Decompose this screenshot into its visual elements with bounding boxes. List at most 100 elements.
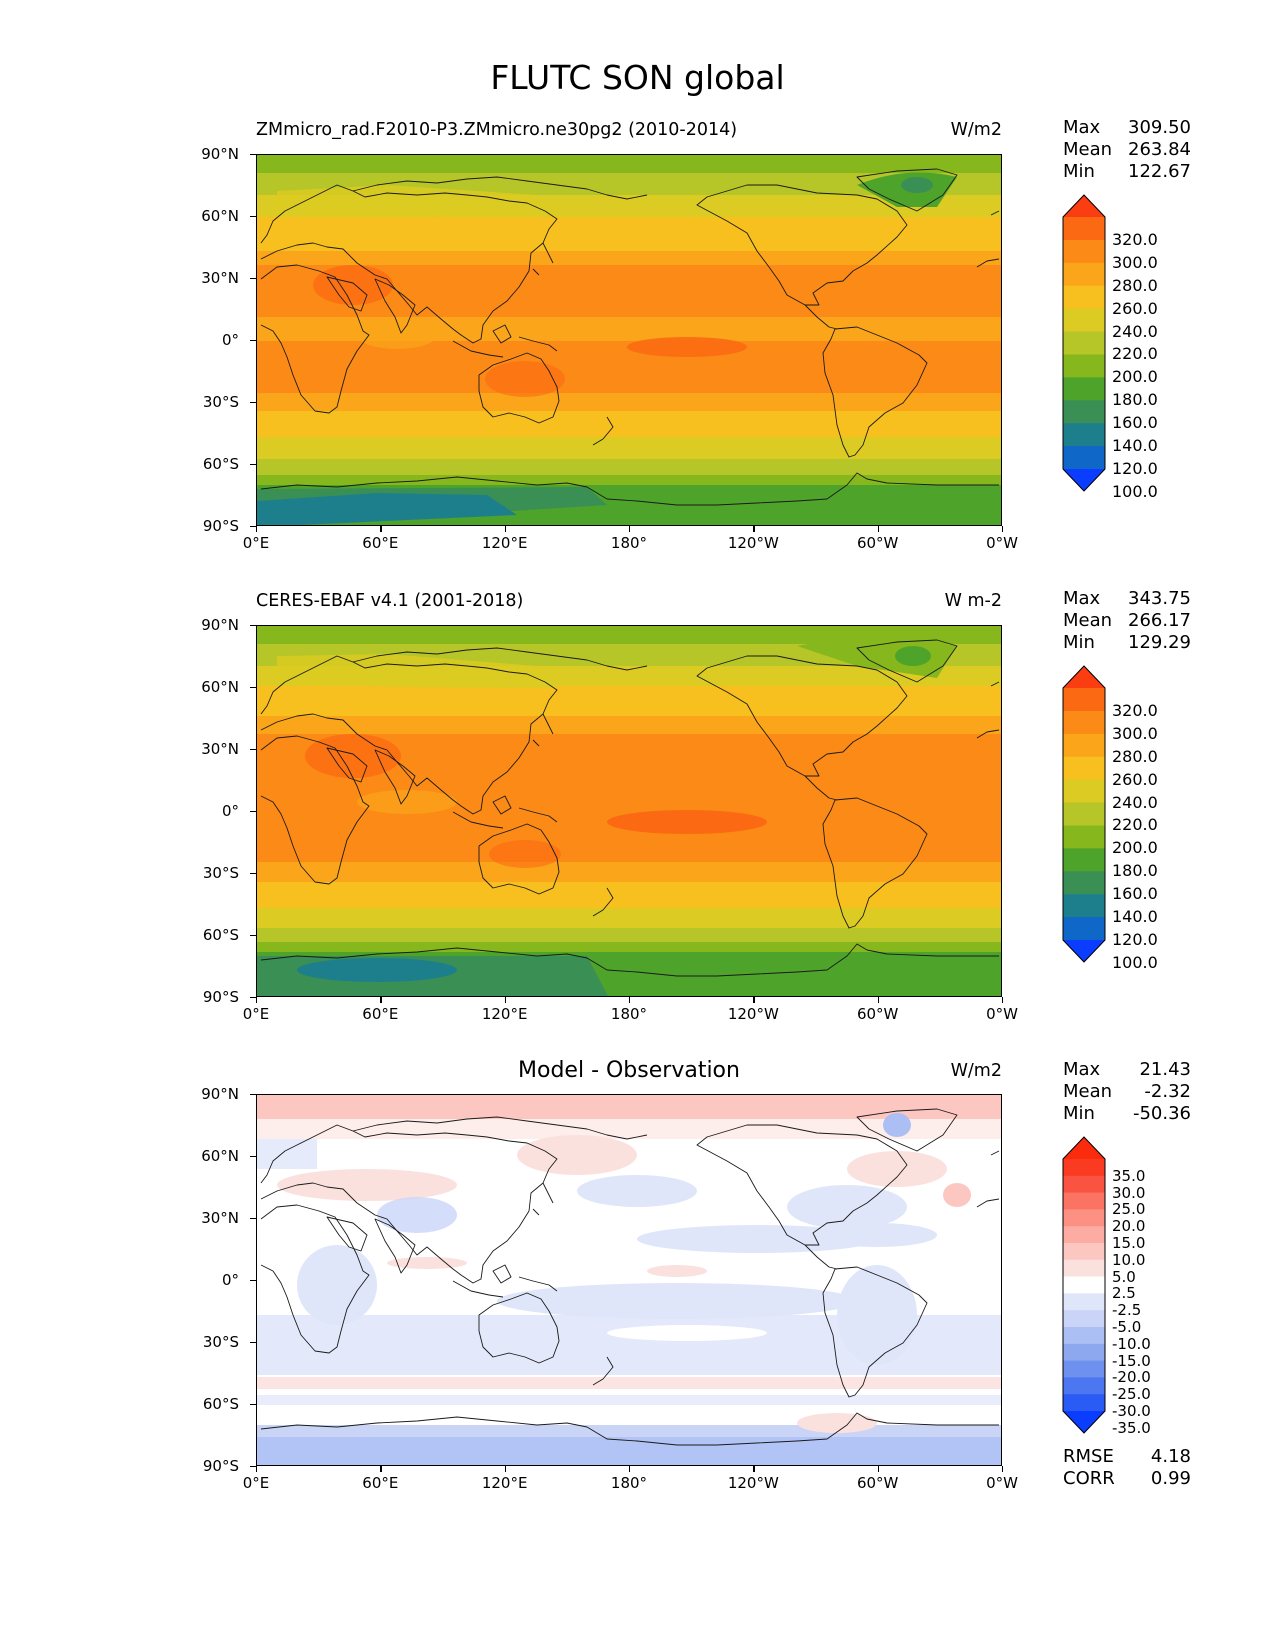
min-value: -50.36 bbox=[1132, 1103, 1191, 1124]
map-canvas bbox=[257, 1095, 1001, 1465]
colorbar-segment bbox=[1063, 1343, 1105, 1362]
lon-tick-mark bbox=[877, 997, 879, 1003]
mean-label: Mean bbox=[1063, 1081, 1113, 1102]
lon-tick-label: 0°E bbox=[242, 1474, 270, 1492]
lon-tick-mark bbox=[256, 1466, 258, 1472]
colorbar-tick-label: 300.0 bbox=[1112, 252, 1158, 272]
colorbar-tick-label: -2.5 bbox=[1112, 1301, 1142, 1320]
lon-tick-label: 120°E bbox=[481, 1474, 528, 1492]
map-plot-observation[interactable] bbox=[256, 625, 1002, 997]
colorbar-tick-label: -25.0 bbox=[1112, 1385, 1151, 1404]
colorbar-tick-label: 260.0 bbox=[1112, 298, 1158, 318]
lat-tick-mark bbox=[250, 997, 256, 999]
lat-tick-label: 90°N bbox=[201, 1085, 239, 1103]
colorbar-segment bbox=[1063, 1377, 1105, 1395]
colorbar-extend-max bbox=[1063, 666, 1105, 688]
lon-tick-label: 0°E bbox=[242, 1005, 270, 1023]
colorbar-tick-label: 320.0 bbox=[1112, 700, 1158, 720]
colorbar-tick-label: 140.0 bbox=[1112, 436, 1158, 456]
lat-tick-mark bbox=[250, 278, 256, 280]
colorbar-tick-label: 180.0 bbox=[1112, 390, 1158, 410]
mean-label: Mean bbox=[1063, 610, 1113, 631]
lat-tick-mark bbox=[250, 526, 256, 528]
lat-tick-label: 90°S bbox=[202, 988, 239, 1006]
lon-tick-label: 0°E bbox=[242, 534, 270, 552]
colorbar-outline bbox=[1062, 194, 1106, 492]
colorbar-tick-label: 160.0 bbox=[1112, 884, 1158, 904]
min-label: Min bbox=[1063, 1103, 1095, 1124]
error-stats: RMSE 4.18 CORR 0.99 bbox=[1063, 1446, 1191, 1490]
lat-tick-mark bbox=[250, 811, 256, 813]
colorbar-tick-label: 5.0 bbox=[1112, 1267, 1136, 1286]
lat-tick-label: 60°S bbox=[202, 1395, 239, 1413]
lon-tick-mark bbox=[256, 997, 258, 1003]
lat-tick-mark bbox=[250, 1280, 256, 1282]
lat-tick-mark bbox=[250, 1466, 256, 1468]
lat-tick-mark bbox=[250, 1094, 256, 1096]
colorbar-tick-label: 2.5 bbox=[1112, 1284, 1136, 1303]
colorbar-tick-label: 280.0 bbox=[1112, 275, 1158, 295]
lat-tick-label: 60°S bbox=[202, 455, 239, 473]
lon-tick-label: 0°W bbox=[986, 534, 1018, 552]
lon-tick-label: 120°W bbox=[727, 534, 779, 552]
colorbar-tick-label: 10.0 bbox=[1112, 1250, 1146, 1269]
colorbar-tick-label: 15.0 bbox=[1112, 1234, 1146, 1252]
lat-tick-label: 60°N bbox=[201, 207, 239, 225]
colorbar-tick-label: 140.0 bbox=[1112, 907, 1158, 927]
colorbar-tick-label: 320.0 bbox=[1112, 229, 1158, 249]
lat-tick-mark bbox=[250, 749, 256, 751]
colorbar-outline bbox=[1062, 665, 1106, 963]
colorbar-segment bbox=[1063, 377, 1105, 401]
colorbar-segment bbox=[1063, 1259, 1105, 1278]
lat-tick-label: 90°N bbox=[201, 616, 239, 634]
colorbar-tick-label: 30.0 bbox=[1112, 1183, 1146, 1202]
colorbar-tick-label: -5.0 bbox=[1112, 1318, 1142, 1336]
colorbar-svg bbox=[1062, 1136, 1106, 1434]
mean-value: 266.17 bbox=[1128, 610, 1191, 631]
colorbar-segment bbox=[1063, 756, 1105, 781]
lon-tick-label: 0°W bbox=[986, 1005, 1018, 1023]
colorbar-tick-label: 20.0 bbox=[1112, 1217, 1146, 1236]
lon-tick-mark bbox=[753, 526, 755, 532]
colorbar-tick-label: 240.0 bbox=[1112, 321, 1158, 341]
colorbar-segment bbox=[1063, 710, 1105, 735]
lat-tick-mark bbox=[250, 402, 256, 404]
max-value: 309.50 bbox=[1128, 117, 1191, 138]
mean-value: -2.32 bbox=[1144, 1081, 1191, 1102]
colorbar-tick-label: 300.0 bbox=[1112, 723, 1158, 743]
lat-tick-mark bbox=[250, 935, 256, 937]
map-plot-model[interactable] bbox=[256, 154, 1002, 526]
lat-tick-label: 0° bbox=[221, 1271, 239, 1289]
lat-tick-label: 60°N bbox=[201, 1147, 239, 1165]
colorbar-tick-label: 240.0 bbox=[1112, 792, 1158, 812]
colorbar-tick-label: 280.0 bbox=[1112, 746, 1158, 766]
lon-tick-mark bbox=[629, 526, 631, 532]
map-plot-difference[interactable] bbox=[256, 1094, 1002, 1466]
panel-units: W/m2 bbox=[950, 1061, 1002, 1081]
colorbar-segment bbox=[1063, 779, 1105, 804]
lat-tick-mark bbox=[250, 687, 256, 689]
colorbar-segment bbox=[1063, 285, 1105, 310]
corr-label: CORR bbox=[1063, 1468, 1115, 1489]
colorbar-segment bbox=[1063, 1310, 1105, 1328]
colorbar-segment bbox=[1063, 848, 1105, 872]
colorbar-tick-label: -10.0 bbox=[1112, 1334, 1151, 1353]
lat-tick-mark bbox=[250, 1156, 256, 1158]
colorbar-svg bbox=[1062, 194, 1106, 492]
lon-tick-mark bbox=[877, 526, 879, 532]
colorbar-segment bbox=[1063, 1243, 1105, 1261]
min-value: 122.67 bbox=[1128, 161, 1191, 182]
colorbar-segment bbox=[1063, 802, 1105, 826]
colorbar-svg bbox=[1062, 665, 1106, 963]
colorbar-segment bbox=[1063, 1394, 1105, 1412]
max-value: 21.43 bbox=[1139, 1059, 1191, 1080]
lon-tick-label: 120°W bbox=[727, 1005, 779, 1023]
colorbar-tick-label: 25.0 bbox=[1112, 1200, 1146, 1219]
lon-tick-label: 60°W bbox=[856, 1474, 899, 1492]
colorbar-tick-label: 120.0 bbox=[1112, 459, 1158, 478]
lon-tick-mark bbox=[380, 526, 382, 532]
lon-tick-label: 120°E bbox=[481, 1005, 528, 1023]
colorbar-extend-max bbox=[1063, 195, 1105, 217]
lat-tick-label: 60°S bbox=[202, 926, 239, 944]
lat-tick-label: 0° bbox=[221, 802, 239, 820]
